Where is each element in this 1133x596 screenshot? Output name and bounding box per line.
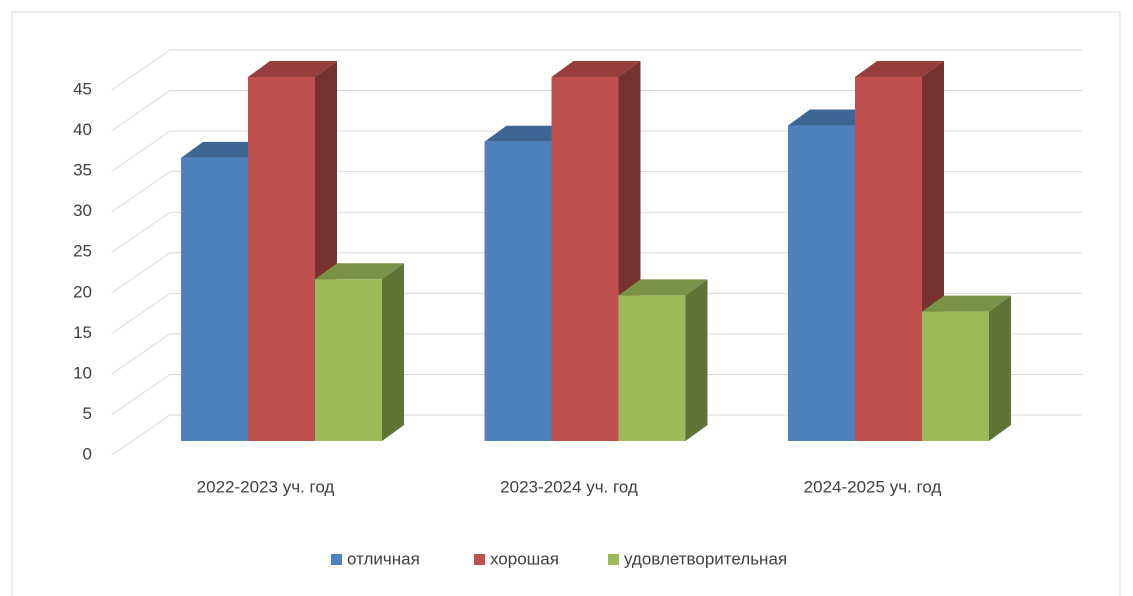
- bar-side: [382, 263, 404, 441]
- bars: [181, 61, 1011, 442]
- grid-line: [111, 414, 1082, 456]
- bar-top: [315, 263, 404, 280]
- bar-top: [922, 295, 1011, 312]
- grid-line: [111, 373, 1082, 415]
- bar-top: [788, 109, 877, 126]
- bar-top: [181, 141, 270, 158]
- grid-line: [111, 171, 1082, 213]
- grid-line: [111, 49, 1082, 91]
- grid-line: [111, 90, 1082, 131]
- bar-side: [989, 295, 1011, 441]
- bar-front: [922, 311, 989, 441]
- bar-front: [855, 77, 922, 441]
- bar-front: [248, 77, 315, 441]
- bar-top: [855, 61, 944, 77]
- legend-label: удовлетворительная: [624, 549, 787, 568]
- labels: 0 5 10 15 20 25 30 35 40 45 2022-2023 уч. год 2023-…: [73, 79, 941, 568]
- bar: [618, 279, 708, 441]
- y-tick-label: 0: [83, 444, 92, 463]
- x-tick-label: 2022-2023 уч. год: [197, 477, 335, 496]
- y-tick-label: 15: [73, 323, 92, 342]
- bar-top: [551, 61, 641, 77]
- bar-front: [618, 295, 686, 441]
- grid: [111, 49, 1082, 456]
- y-tick-label: 35: [73, 161, 92, 180]
- bar-front: [484, 141, 552, 441]
- legend-swatch: [331, 554, 342, 565]
- bar-front: [181, 157, 248, 441]
- bar: [315, 263, 404, 441]
- grid-line: [111, 292, 1082, 334]
- x-tick-label: 2023-2024 уч. год: [500, 477, 638, 496]
- y-tick-label: 20: [73, 282, 92, 301]
- grid-line: [111, 211, 1082, 253]
- y-tick-label: 10: [73, 363, 92, 382]
- bar-side: [685, 279, 708, 441]
- legend-label: отличная: [347, 549, 420, 568]
- bar-top: [484, 125, 574, 142]
- bar: [922, 295, 1011, 441]
- y-tick-label: 40: [73, 120, 92, 139]
- bar: [551, 61, 641, 441]
- y-tick-label: 5: [83, 404, 92, 423]
- bar-front: [788, 125, 855, 442]
- y-tick-label: 25: [73, 242, 92, 261]
- grid-line: [111, 130, 1082, 172]
- bar-top: [618, 279, 708, 296]
- y-tick-label: 45: [73, 79, 92, 98]
- y-tick-label: 30: [73, 201, 92, 220]
- legend-label: хорошая: [490, 549, 559, 568]
- legend-swatch: [608, 554, 619, 565]
- bar-front: [315, 279, 382, 441]
- legend-swatch: [474, 554, 485, 565]
- x-tick-label: 2024-2025 уч. год: [804, 477, 942, 496]
- grid-line: [111, 333, 1082, 375]
- bar-front: [551, 77, 619, 441]
- bar-top: [248, 61, 337, 77]
- grid-line: [111, 252, 1082, 294]
